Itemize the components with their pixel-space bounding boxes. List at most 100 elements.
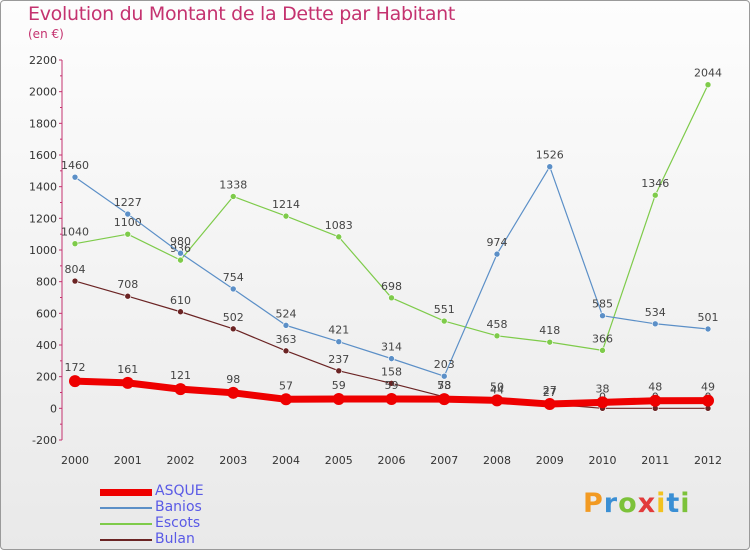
- legend-swatch: [100, 507, 152, 509]
- data-point-asque: [491, 394, 503, 407]
- data-label-bulan: 708: [117, 278, 138, 291]
- data-point-bulan: [388, 380, 395, 387]
- data-label-banios: 314: [381, 341, 402, 354]
- data-label-asque: 121: [170, 369, 191, 382]
- data-point-banios: [388, 355, 395, 362]
- x-tick-label: 2012: [694, 454, 722, 467]
- data-label-banios: 501: [698, 311, 719, 324]
- data-label-asque: 59: [332, 379, 346, 392]
- data-point-asque: [69, 375, 81, 388]
- chart-title: Evolution du Montant de la Dette par Hab…: [28, 3, 456, 25]
- data-point-bulan: [71, 277, 79, 285]
- y-tick-label: 1000: [29, 244, 57, 257]
- data-point-escots: [282, 212, 290, 220]
- data-label-bulan: 610: [170, 294, 191, 307]
- data-point-banios: [599, 312, 606, 320]
- data-point-asque: [649, 394, 662, 407]
- data-label-bulan: 237: [328, 353, 349, 366]
- data-label-asque: 48: [648, 381, 662, 394]
- data-point-banios: [493, 250, 501, 258]
- legend-label: Bulan: [155, 531, 195, 547]
- chart-subtitle: (en €): [28, 27, 64, 41]
- data-label-escots: 418: [539, 324, 560, 337]
- data-label-banios: 754: [223, 271, 244, 284]
- data-point-banios: [124, 210, 132, 218]
- legend-swatch: [100, 488, 152, 496]
- logo-letter: i: [680, 488, 691, 519]
- x-tick-label: 2008: [483, 454, 511, 467]
- y-tick-label: 600: [36, 307, 57, 320]
- data-label-asque: 27: [543, 384, 557, 397]
- data-point-banios: [71, 173, 79, 181]
- legend-swatch: [100, 523, 152, 525]
- y-tick-label: 2200: [29, 54, 57, 67]
- data-point-asque: [227, 386, 240, 399]
- data-point-banios: [651, 320, 659, 328]
- data-point-banios: [282, 322, 290, 329]
- data-label-banios: 974: [487, 236, 508, 249]
- y-tick-label: -200: [32, 434, 57, 447]
- data-label-banios: 1227: [114, 196, 142, 209]
- data-point-asque: [121, 376, 134, 389]
- data-label-banios: 1460: [61, 159, 89, 172]
- data-label-escots: 366: [592, 332, 613, 345]
- data-label-escots: 1338: [219, 178, 247, 191]
- x-tick-label: 2009: [536, 454, 564, 467]
- data-label-escots: 1100: [114, 216, 142, 229]
- logo-letter: x: [637, 488, 657, 519]
- data-point-escots: [546, 338, 554, 346]
- y-tick-label: 1600: [29, 149, 57, 162]
- data-label-escots: 936: [170, 242, 191, 255]
- legend-label: Banios: [155, 499, 202, 515]
- x-tick-label: 2004: [272, 454, 300, 467]
- data-point-banios: [546, 163, 554, 171]
- data-label-asque: 57: [279, 379, 293, 392]
- data-label-asque: 38: [596, 382, 610, 395]
- y-tick-label: 1800: [29, 117, 57, 130]
- data-label-escots: 698: [381, 280, 402, 293]
- data-label-asque: 58: [437, 379, 451, 392]
- x-tick-label: 2007: [430, 454, 458, 467]
- data-label-banios: 421: [328, 324, 349, 337]
- x-tick-label: 2005: [325, 454, 353, 467]
- legend-item-bulan: Bulan: [100, 531, 260, 548]
- data-point-bulan: [124, 292, 132, 300]
- x-tick-label: 2002: [167, 454, 195, 467]
- data-label-banios: 980: [170, 235, 191, 248]
- data-point-escots: [493, 332, 501, 340]
- logo-letter: o: [618, 488, 638, 519]
- data-point-escots: [335, 233, 343, 241]
- data-point-banios: [704, 325, 712, 333]
- legend-item-asque: ASQUE: [100, 483, 260, 500]
- logo-letter: t: [666, 488, 681, 519]
- data-label-banios: 534: [645, 306, 666, 319]
- data-point-escots: [704, 81, 712, 88]
- data-label-asque: 161: [117, 363, 138, 376]
- data-label-banios: 203: [434, 358, 455, 371]
- chart-legend: ASQUE Banios Escots Bulan: [100, 483, 260, 548]
- data-point-escots: [388, 294, 395, 302]
- y-tick-label: 0: [50, 402, 57, 415]
- data-label-banios: 1526: [536, 149, 564, 162]
- data-label-banios: 524: [276, 307, 297, 320]
- data-label-bulan: 363: [276, 333, 297, 346]
- data-point-bulan: [229, 325, 237, 333]
- data-label-bulan: 804: [65, 263, 86, 276]
- data-point-banios: [440, 372, 448, 380]
- series-line-escots: [74, 84, 709, 351]
- data-point-escots: [440, 317, 448, 325]
- data-label-bulan: 73: [437, 379, 451, 392]
- y-tick-label: 1400: [29, 181, 57, 194]
- data-label-asque: 59: [385, 379, 399, 392]
- data-label-escots: 458: [487, 318, 508, 331]
- x-tick-label: 2001: [114, 454, 142, 467]
- x-tick-label: 2003: [219, 454, 247, 467]
- data-point-asque: [280, 393, 292, 406]
- data-point-asque: [332, 392, 345, 405]
- logo-letter: i: [656, 488, 667, 519]
- data-label-bulan: 158: [381, 365, 402, 378]
- y-tick-label: 1200: [29, 212, 57, 225]
- data-label-escots: 1040: [61, 226, 89, 239]
